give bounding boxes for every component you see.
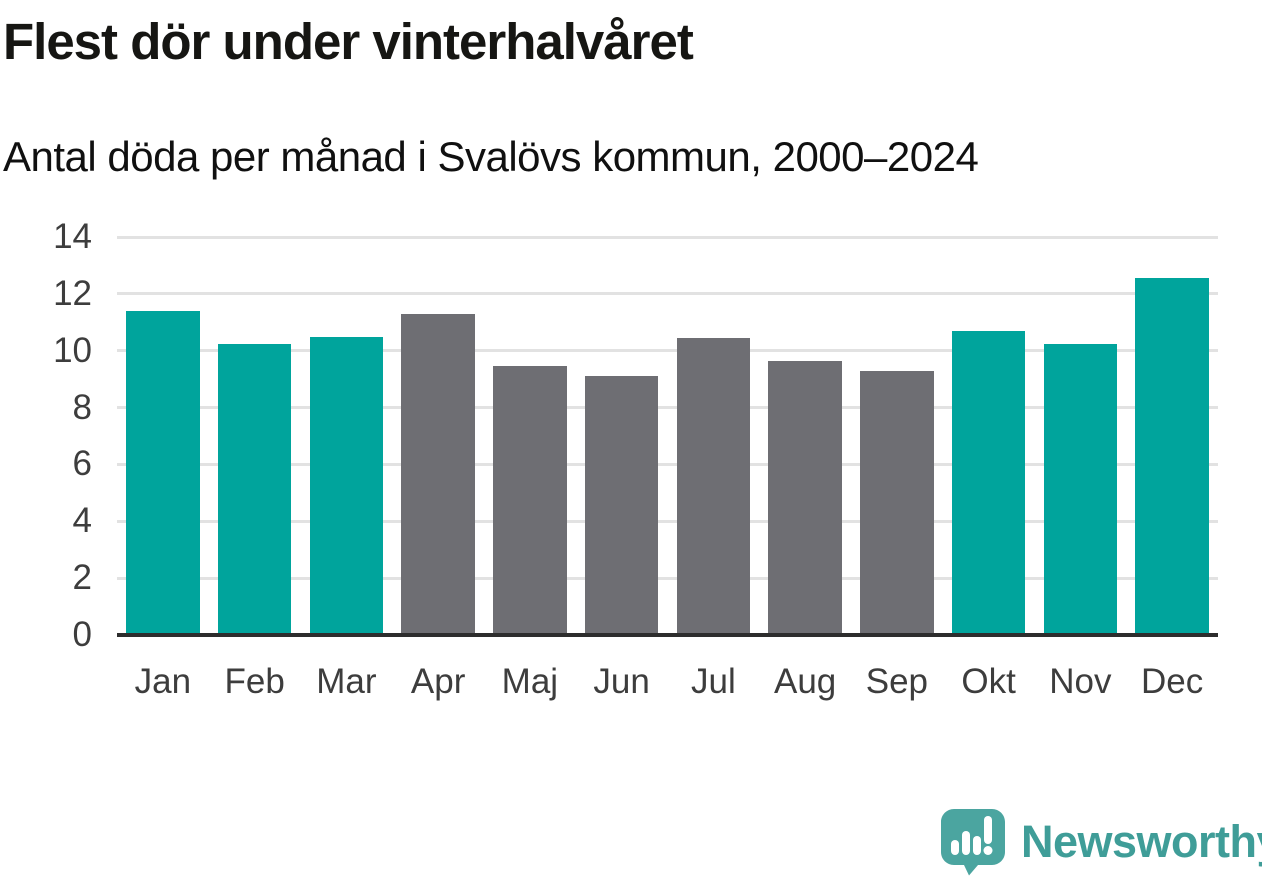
x-tick-label: Feb bbox=[224, 662, 285, 701]
x-tick-label: Dec bbox=[1141, 662, 1204, 701]
y-tick-label: 6 bbox=[72, 444, 92, 484]
x-tick-label: Jan bbox=[134, 662, 192, 701]
x-tick-label: Sep bbox=[865, 662, 929, 701]
bar-jan bbox=[126, 310, 200, 637]
x-axis-line bbox=[117, 633, 1218, 637]
x-tick-label: Nov bbox=[1049, 662, 1112, 701]
bar-jun bbox=[584, 376, 659, 637]
bar-apr bbox=[401, 313, 475, 637]
bar-jul bbox=[676, 337, 751, 637]
y-tick-label: 10 bbox=[53, 330, 92, 370]
y-gridline bbox=[117, 235, 1218, 239]
y-tick-label: 0 bbox=[72, 615, 92, 654]
chart-title: Flest dör under vinterhalvåret bbox=[3, 13, 694, 70]
brand-footer: Newsworthy bbox=[938, 806, 1262, 876]
x-tick-label: Maj bbox=[501, 662, 559, 701]
y-gridline bbox=[117, 406, 1218, 410]
y-tick-label: 14 bbox=[53, 217, 92, 256]
y-gridline bbox=[117, 349, 1218, 353]
x-tick-label: Okt bbox=[961, 662, 1016, 701]
bar-aug bbox=[768, 360, 842, 637]
x-tick-label: Jun bbox=[593, 662, 650, 701]
y-gridline bbox=[117, 576, 1218, 580]
bar-dec bbox=[1135, 278, 1209, 637]
x-tick-label: Aug bbox=[773, 662, 837, 701]
x-tick-label: Apr bbox=[410, 662, 466, 701]
chart-subtitle: Antal döda per månad i Svalövs kommun, 2… bbox=[3, 133, 979, 180]
x-tick-label: Jul bbox=[691, 662, 736, 701]
y-gridline bbox=[117, 519, 1218, 523]
bar-mar bbox=[309, 336, 384, 637]
bar-feb bbox=[217, 343, 292, 637]
y-tick-label: 8 bbox=[72, 387, 92, 427]
y-tick-label: 2 bbox=[72, 558, 92, 598]
brand-name: Newsworthy bbox=[1021, 815, 1262, 867]
bar-nov bbox=[1043, 343, 1118, 637]
bar-maj bbox=[493, 366, 567, 637]
bar-sep bbox=[860, 370, 934, 637]
x-tick-label: Mar bbox=[316, 662, 377, 701]
bar-okt bbox=[951, 330, 1026, 637]
y-tick-label: 4 bbox=[72, 501, 92, 541]
y-gridline bbox=[117, 292, 1218, 296]
y-gridline bbox=[117, 462, 1218, 466]
newsworthy-logo-icon bbox=[938, 806, 1008, 876]
y-tick-label: 12 bbox=[53, 273, 92, 313]
